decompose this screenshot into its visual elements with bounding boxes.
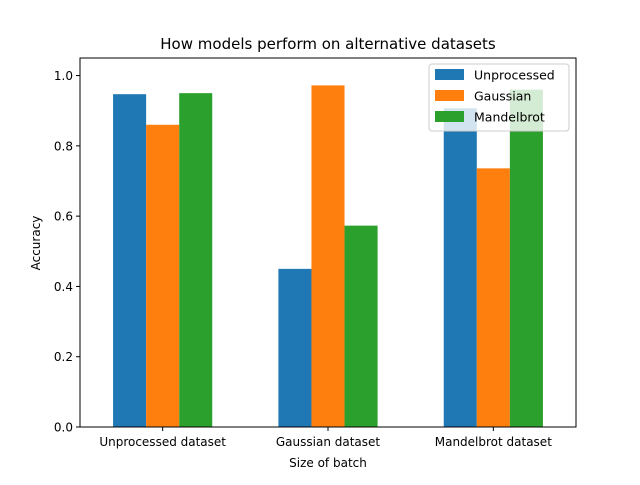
bar-unprocessed-0	[113, 94, 147, 427]
bar-mandelbrot-0	[179, 93, 213, 428]
bar-mandelbrot-2	[509, 89, 543, 427]
bar-mandelbrot-1	[344, 225, 378, 427]
bars-group	[113, 85, 543, 428]
y-axis-label: Accuracy	[29, 216, 43, 271]
plot-frame	[79, 57, 577, 428]
bar-gaussian-0	[146, 124, 180, 428]
legend-label-mandelbrot: Mandelbrot	[474, 110, 545, 125]
y-axis-ticks: 0.0 0.2 0.4 0.6 0.8 1.0	[54, 69, 80, 435]
x-tick-label: Gaussian dataset	[276, 435, 381, 449]
legend-label-unprocessed: Unprocessed	[474, 68, 555, 83]
x-axis-label: Size of batch	[289, 456, 367, 470]
y-tick-label: 1.0	[54, 69, 73, 83]
legend-swatch-mandelbrot	[435, 111, 464, 122]
x-tick-label: Mandelbrot dataset	[435, 435, 552, 449]
bar-gaussian-1	[311, 85, 345, 427]
y-tick-label: 0.2	[54, 350, 73, 364]
chart-title: How models perform on alternative datase…	[160, 35, 496, 53]
bar-unprocessed-1	[278, 268, 312, 427]
y-tick-label: 0.4	[54, 280, 73, 294]
x-tick-label: Unprocessed dataset	[99, 435, 226, 449]
y-tick-label: 0.0	[54, 421, 73, 435]
x-axis-ticks: Unprocessed dataset Gaussian dataset Mande…	[99, 427, 552, 449]
bar-gaussian-2	[476, 168, 510, 427]
bar-unprocessed-2	[443, 108, 477, 428]
legend-swatch-gaussian	[435, 90, 464, 101]
legend-label-gaussian: Gaussian	[474, 89, 531, 104]
legend: Unprocessed Gaussian Mandelbrot	[428, 63, 570, 132]
legend-swatch-unprocessed	[435, 69, 464, 80]
y-tick-label: 0.6	[54, 210, 73, 224]
y-tick-label: 0.8	[54, 139, 73, 153]
